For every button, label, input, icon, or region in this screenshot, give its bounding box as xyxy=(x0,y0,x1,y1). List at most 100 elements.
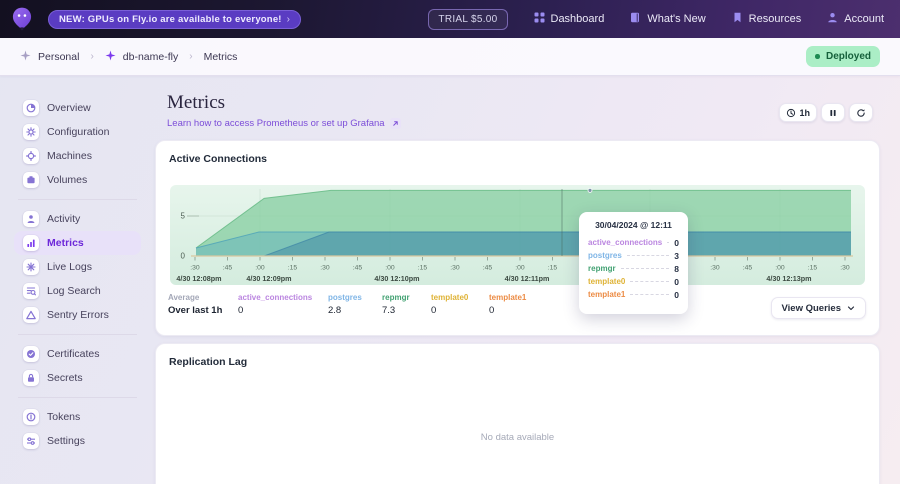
deployed-label: Deployed xyxy=(825,51,871,62)
svg-text::30: :30 xyxy=(450,265,460,272)
time-range-label: 1h xyxy=(799,107,810,118)
svg-text::00: :00 xyxy=(385,265,395,272)
resources-bookmark-icon xyxy=(732,10,743,28)
svg-text:4/30 12:11pm: 4/30 12:11pm xyxy=(505,274,550,283)
chart-canvas: 5 0:30:45:00:15:30:45:00:15:30:45:00:15:3… xyxy=(170,185,865,285)
sidebar-item-certificates[interactable]: Certificates xyxy=(14,342,141,366)
overlay-band-area xyxy=(264,232,852,256)
prometheus-grafana-link[interactable]: Learn how to access Prometheus or set up… xyxy=(167,118,880,129)
svg-text:5: 5 xyxy=(181,212,186,221)
sidebar-divider xyxy=(18,334,137,335)
time-range-button[interactable]: 1h xyxy=(779,103,817,122)
configuration-gear-icon xyxy=(23,124,39,140)
log-search-icon xyxy=(23,283,39,299)
sidebar-item-label: Tokens xyxy=(47,411,81,423)
stat-column-postgres: postgres 2.8 xyxy=(328,293,362,316)
tooltip-series-label: active_connections xyxy=(588,238,663,247)
banner-chevron-icon: › xyxy=(286,13,291,25)
sidebar-item-label: Sentry Errors xyxy=(47,309,109,321)
active-connections-chart[interactable]: 5 0:30:45:00:15:30:45:00:15:30:45:00:15:3… xyxy=(169,185,865,285)
sidebar-item-settings[interactable]: Settings xyxy=(14,429,141,453)
sidebar-item-machines[interactable]: Machines xyxy=(14,144,141,168)
sidebar-divider xyxy=(18,199,137,200)
breadcrumb-item-metrics[interactable]: Metrics xyxy=(204,51,238,63)
svg-text:4/30 12:09pm: 4/30 12:09pm xyxy=(246,274,291,283)
sidebar-item-label: Metrics xyxy=(47,237,84,249)
sidebar-item-label: Activity xyxy=(47,213,81,225)
tooltip-series-value: 0 xyxy=(674,276,679,287)
banner-text: NEW: GPUs on Fly.io are available to eve… xyxy=(59,13,282,25)
live-logs-burst-icon xyxy=(23,259,39,275)
breadcrumb-item-db-name-fly[interactable]: db-name-fly xyxy=(105,48,178,66)
svg-text::15: :15 xyxy=(288,265,298,272)
breadcrumb-separator-icon: › xyxy=(189,51,193,62)
gpu-announcement-banner[interactable]: NEW: GPUs on Fly.io are available to eve… xyxy=(48,9,302,29)
breadcrumb-item-personal[interactable]: Personal xyxy=(20,48,79,66)
sidebar: Overview Configuration Machines Volumes Acti… xyxy=(0,76,155,484)
stat-label: repmgr xyxy=(382,293,410,302)
fly-io-logo-icon[interactable] xyxy=(9,6,35,32)
sidebar-item-activity[interactable]: Activity xyxy=(14,207,141,231)
sidebar-item-configuration[interactable]: Configuration xyxy=(14,120,141,144)
trial-balance-badge[interactable]: TRIAL $5.00 xyxy=(428,8,508,30)
top-bar: NEW: GPUs on Fly.io are available to eve… xyxy=(0,0,900,38)
stat-label: template1 xyxy=(489,293,527,302)
sidebar-item-tokens[interactable]: Tokens xyxy=(14,405,141,429)
view-queries-button[interactable]: View Queries xyxy=(770,297,866,319)
tooltip-series-value: 3 xyxy=(674,250,679,261)
sidebar-item-overview[interactable]: Overview xyxy=(14,96,141,120)
stat-value: 0 xyxy=(238,305,244,316)
pause-icon xyxy=(830,109,836,116)
nav-item-resources[interactable]: Resources xyxy=(732,10,802,28)
svg-text::00: :00 xyxy=(775,265,785,272)
svg-text::30: :30 xyxy=(840,265,850,272)
active-connections-title: Active Connections xyxy=(169,153,268,165)
breadcrumb-label: db-name-fly xyxy=(122,50,179,63)
stat-column-template1: template1 0 xyxy=(489,293,526,316)
stat-column-template0: template0 0 xyxy=(431,293,468,316)
sidebar-item-secrets[interactable]: Secrets xyxy=(14,366,141,390)
sidebar-item-metrics[interactable]: Metrics xyxy=(14,231,141,255)
svg-text::30: :30 xyxy=(320,265,330,272)
stat-column-repmgr: repmgr 7.3 xyxy=(382,293,410,316)
deployed-dot-icon xyxy=(815,54,820,59)
chevron-down-icon xyxy=(847,306,855,311)
hover-dot xyxy=(587,188,593,193)
status-badge: Deployed xyxy=(806,46,880,67)
nav-label: Resources xyxy=(748,13,802,25)
overview-pie-icon xyxy=(23,100,39,116)
sidebar-item-label: Secrets xyxy=(47,372,83,384)
machines-gear-icon xyxy=(23,148,39,164)
sidebar-item-label: Settings xyxy=(47,435,85,447)
settings-sliders-icon xyxy=(23,433,39,449)
svg-text::45: :45 xyxy=(743,265,753,272)
tooltip-row-template1: template1 0 xyxy=(588,288,679,301)
nav-label: Dashboard xyxy=(550,13,605,25)
sidebar-item-label: Log Search xyxy=(47,285,101,297)
tooltip-series-value: 0 xyxy=(674,237,679,248)
nav-item-what-s-new[interactable]: What's New xyxy=(630,10,706,28)
tooltip-leader-line xyxy=(667,242,670,243)
tooltip-row-postgres: postgres 3 xyxy=(588,249,679,262)
sidebar-item-log-search[interactable]: Log Search xyxy=(14,279,141,303)
svg-text::00: :00 xyxy=(255,265,265,272)
tooltip-row-template0: template0 0 xyxy=(588,275,679,288)
svg-text::15: :15 xyxy=(548,265,558,272)
tooltip-date: 30/04/2024 @ 12:11 xyxy=(595,220,672,230)
pause-button[interactable] xyxy=(821,103,845,122)
sidebar-item-sentry-errors[interactable]: Sentry Errors xyxy=(14,303,141,327)
nav-item-account[interactable]: Account xyxy=(827,10,884,28)
stat-label: postgres xyxy=(328,293,362,302)
sidebar-item-volumes[interactable]: Volumes xyxy=(14,168,141,192)
sidebar-item-label: Volumes xyxy=(47,174,88,186)
tooltip-row-repmgr: repmgr 8 xyxy=(588,262,679,275)
sidebar-item-live-logs[interactable]: Live Logs xyxy=(14,255,141,279)
tooltip-series-label: template1 xyxy=(588,290,626,299)
chart-tooltip: 30/04/2024 @ 12:11 active_connections 0 po… xyxy=(579,212,688,314)
dashboard-grid-icon xyxy=(534,10,545,28)
tooltip-series-label: postgres xyxy=(588,251,622,260)
refresh-button[interactable] xyxy=(849,103,873,122)
nav-item-dashboard[interactable]: Dashboard xyxy=(534,10,605,28)
top-nav: TRIAL $5.00 Dashboard What's New Resources… xyxy=(428,8,884,30)
certificates-check-icon xyxy=(23,346,39,362)
